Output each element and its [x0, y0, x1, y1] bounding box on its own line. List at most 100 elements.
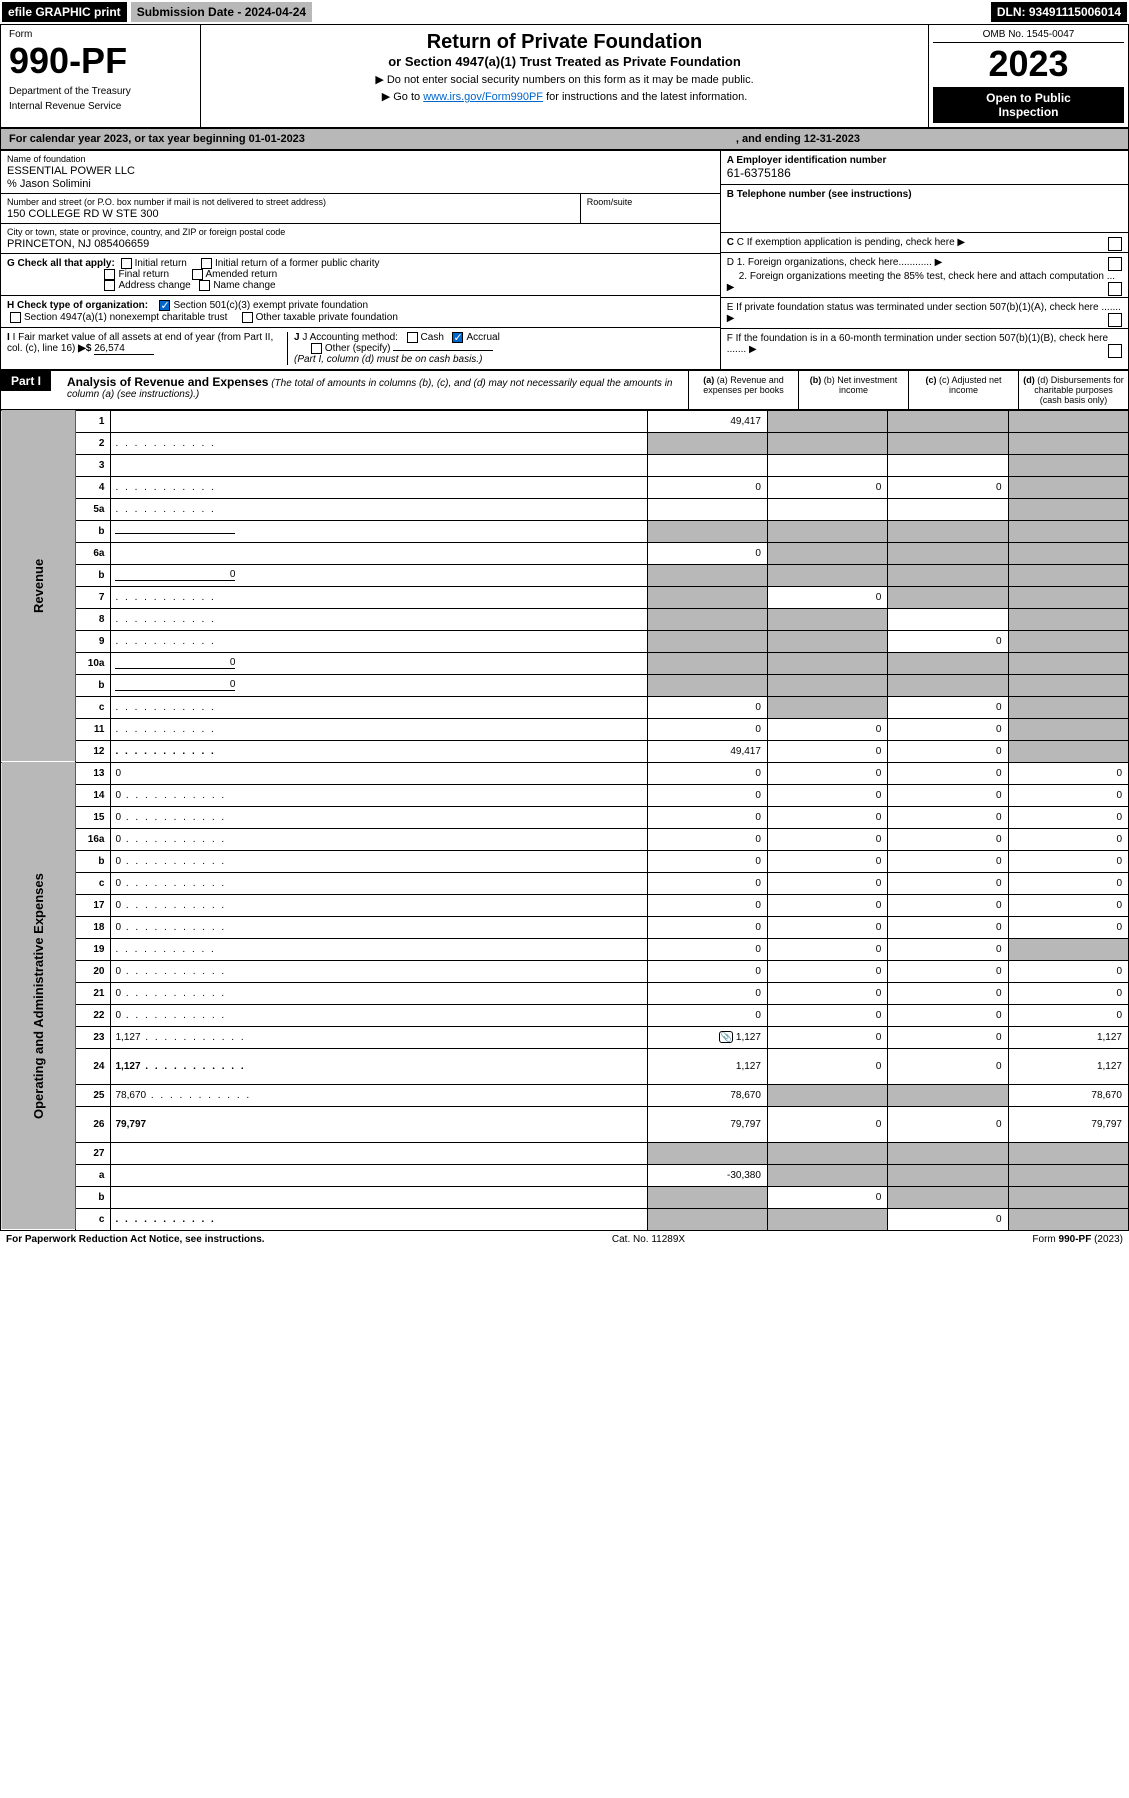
expenses-side-label: Operating and Administrative Expenses: [1, 762, 76, 1230]
amt-col-a: 0: [647, 542, 767, 564]
amt-col-b: [767, 454, 887, 476]
table-row: Revenue149,417: [1, 410, 1129, 432]
amt-col-c: 0: [888, 1048, 1008, 1084]
row-desc: [111, 498, 647, 520]
amt-col-a: 79,797: [647, 1106, 767, 1142]
row-desc: 0: [111, 916, 647, 938]
amt-col-a: 0: [647, 894, 767, 916]
amt-col-b: 0: [767, 894, 887, 916]
amt-col-a: 0: [647, 828, 767, 850]
fmv-value: 26,574: [94, 343, 154, 355]
amt-col-a: [647, 1142, 767, 1164]
dept-treasury: Department of the Treasury: [9, 86, 192, 97]
amt-col-a: 49,417: [647, 740, 767, 762]
chk-c[interactable]: [1108, 237, 1122, 251]
section-g: G Check all that apply: Initial return I…: [1, 254, 720, 296]
amt-col-b: 0: [767, 784, 887, 806]
amt-col-a: 0: [647, 696, 767, 718]
row-desc: 0: [111, 982, 647, 1004]
amt-col-a: 78,670: [647, 1084, 767, 1106]
row-number: 1: [76, 410, 111, 432]
dln-box: DLN: 93491115006014: [991, 2, 1127, 22]
row-desc: 0: [111, 806, 647, 828]
amt-col-d: [1008, 740, 1128, 762]
revenue-side-label: Revenue: [1, 410, 76, 762]
row-number: b: [76, 520, 111, 542]
city-cell: City or town, state or province, country…: [1, 224, 720, 254]
amt-col-a: 0: [647, 476, 767, 498]
amt-col-a: [647, 674, 767, 696]
form-subtitle: or Section 4947(a)(1) Trust Treated as P…: [207, 54, 922, 69]
amt-col-d: 0: [1008, 916, 1128, 938]
amt-col-c: [888, 1164, 1008, 1186]
amt-col-c: 0: [888, 718, 1008, 740]
amt-col-b: [767, 564, 887, 586]
form-label: Form: [9, 29, 192, 40]
chk-address[interactable]: [104, 280, 115, 291]
row-desc: 0: [111, 894, 647, 916]
amt-col-d: 0: [1008, 784, 1128, 806]
amt-col-d: 0: [1008, 1004, 1128, 1026]
table-row: 1800000: [1, 916, 1129, 938]
table-row: a-30,380: [1, 1164, 1129, 1186]
amt-col-c: [888, 410, 1008, 432]
amt-col-d: [1008, 1208, 1128, 1230]
amt-col-d: [1008, 1164, 1128, 1186]
efile-box[interactable]: efile GRAPHIC print: [2, 2, 127, 22]
row-desc: [111, 432, 647, 454]
row-desc: 1,127: [111, 1026, 647, 1048]
row-desc: [111, 454, 647, 476]
table-row: Operating and Administrative Expenses130…: [1, 762, 1129, 784]
row-desc: [111, 718, 647, 740]
col-d-hdr: (d) (d) Disbursements for charitable pur…: [1018, 371, 1128, 409]
row-desc: 0: [111, 784, 647, 806]
amt-col-d: [1008, 1142, 1128, 1164]
table-row: 2578,67078,67078,670: [1, 1084, 1129, 1106]
chk-f[interactable]: [1108, 344, 1122, 358]
amt-col-a: 0: [647, 982, 767, 1004]
amt-col-b: 0: [767, 828, 887, 850]
row-number: 26: [76, 1106, 111, 1142]
chk-4947[interactable]: [10, 312, 21, 323]
table-row: b 0: [1, 564, 1129, 586]
amt-col-d: 1,127: [1008, 1048, 1128, 1084]
chk-initial[interactable]: [121, 258, 132, 269]
foundation-name: ESSENTIAL POWER LLC: [7, 165, 714, 177]
table-row: 90: [1, 630, 1129, 652]
table-row: 1249,41700: [1, 740, 1129, 762]
amt-col-d: [1008, 1186, 1128, 1208]
amt-col-a: 0: [647, 784, 767, 806]
row-desc: [111, 740, 647, 762]
chk-other-method[interactable]: [311, 343, 322, 354]
table-row: 1400000: [1, 784, 1129, 806]
chk-accrual[interactable]: [452, 332, 463, 343]
table-row: 70: [1, 586, 1129, 608]
row-desc: [111, 696, 647, 718]
irs-label: Internal Revenue Service: [9, 101, 192, 112]
ein-cell: A Employer identification number 61-6375…: [721, 151, 1128, 185]
chk-501c3[interactable]: [159, 300, 170, 311]
amt-col-a: 0: [647, 916, 767, 938]
amt-col-b: [767, 1164, 887, 1186]
row-number: 11: [76, 718, 111, 740]
table-row: b: [1, 520, 1129, 542]
irs-link[interactable]: www.irs.gov/Form990PF: [423, 91, 543, 103]
amt-col-d: 1,127: [1008, 1026, 1128, 1048]
amt-col-a: [647, 454, 767, 476]
chk-final[interactable]: [104, 269, 115, 280]
amt-col-a: 49,417: [647, 410, 767, 432]
phone-cell: B Telephone number (see instructions): [721, 185, 1128, 233]
chk-name[interactable]: [199, 280, 210, 291]
amt-col-c: 0: [888, 894, 1008, 916]
amt-col-b: 0: [767, 960, 887, 982]
chk-d2[interactable]: [1108, 282, 1122, 296]
chk-other-tax[interactable]: [242, 312, 253, 323]
amt-col-b: 0: [767, 586, 887, 608]
chk-cash[interactable]: [407, 332, 418, 343]
amt-col-c: 0: [888, 872, 1008, 894]
chk-initial-former[interactable]: [201, 258, 212, 269]
attachment-icon[interactable]: 📎: [719, 1031, 733, 1043]
chk-d1[interactable]: [1108, 257, 1122, 271]
chk-amended[interactable]: [192, 269, 203, 280]
chk-e[interactable]: [1108, 313, 1122, 327]
